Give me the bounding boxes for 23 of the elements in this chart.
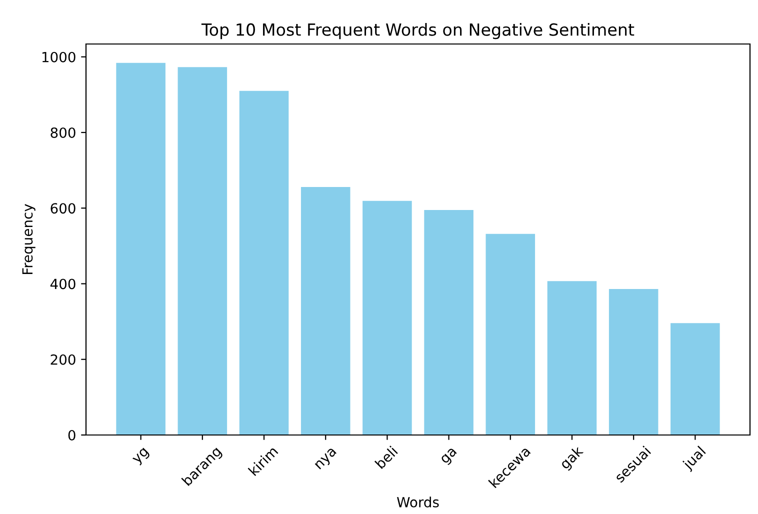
- bar: [670, 323, 720, 435]
- x-tick-label: nya: [314, 448, 338, 472]
- y-tick-label: 800: [50, 127, 76, 138]
- bar: [486, 234, 536, 435]
- bar: [300, 186, 350, 435]
- bar: [608, 289, 658, 435]
- y-tick-label: 400: [50, 278, 76, 290]
- y-tick-label: 200: [50, 354, 76, 365]
- y-axis-title: Frequency: [22, 204, 36, 274]
- y-tick-label: 600: [50, 203, 76, 214]
- y-tick-label: 1000: [42, 52, 76, 62]
- x-axis-title: Words: [396, 496, 439, 508]
- bar: [362, 200, 412, 435]
- x-tick-label: ga: [440, 448, 459, 466]
- bar: [424, 210, 474, 435]
- x-tick-label: beli: [374, 446, 398, 470]
- bar: [547, 281, 597, 435]
- chart-title: Top 10 Most Frequent Words on Negative Sentiment: [201, 23, 634, 40]
- y-tick-label: 0: [68, 430, 76, 440]
- bar: [239, 90, 289, 435]
- x-tick-label: yg: [132, 448, 151, 466]
- bar: [116, 62, 166, 435]
- bar: [178, 67, 228, 435]
